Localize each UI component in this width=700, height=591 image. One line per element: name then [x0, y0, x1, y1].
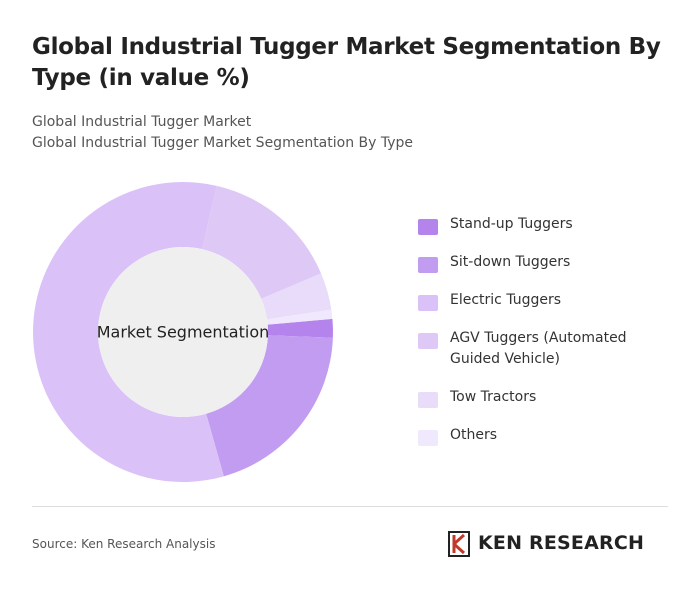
legend-label: Sit-down Tuggers: [450, 254, 571, 270]
donut-slice: [267, 309, 333, 325]
donut-slice: [202, 185, 322, 299]
legend-item: Tow Tractors: [418, 387, 658, 408]
donut-slice: [33, 182, 224, 483]
legend-label: AGV Tuggers (Automated Guided Vehicle): [450, 330, 627, 367]
legend-swatch: [418, 257, 438, 273]
legend-swatch: [418, 333, 438, 349]
chart: Market Segmentation: [33, 182, 333, 483]
legend-item: Stand-up Tuggers: [418, 214, 658, 235]
legend-label: Tow Tractors: [450, 389, 537, 405]
donut-slice: [261, 273, 332, 320]
legend-swatch: [418, 430, 438, 446]
donut-hole: [98, 247, 268, 417]
legend-swatch: [418, 295, 438, 311]
logo-icon: [448, 531, 470, 557]
source: Source: Ken Research Analysis: [32, 537, 216, 551]
center-label: Market Segmentation: [97, 323, 270, 342]
legend-item: Sit-down Tuggers: [418, 252, 658, 273]
legend: Stand-up Tuggers Sit-down Tuggers Electric…: [418, 214, 658, 463]
divider: [32, 506, 668, 507]
brand: KEN RESEARCH: [478, 532, 645, 554]
legend-label: Electric Tuggers: [450, 292, 562, 308]
chart-title: Global Industrial Tugger Market Segmenta…: [32, 34, 661, 91]
legend-item: AGV Tuggers (Automated Guided Vehicle): [418, 328, 658, 370]
donut-slice: [206, 335, 333, 477]
legend-label: Others: [450, 427, 498, 443]
subtitle: Global Industrial Tugger Market: [32, 114, 252, 130]
legend-item: Electric Tuggers: [418, 290, 658, 311]
legend-item: Others: [418, 425, 658, 446]
legend-swatch: [418, 392, 438, 408]
donut-slice: [267, 318, 333, 338]
legend-label: Stand-up Tuggers: [450, 216, 573, 232]
legend-swatch: [418, 219, 438, 235]
subtitle: Global Industrial Tugger Market Segmenta…: [32, 135, 414, 151]
